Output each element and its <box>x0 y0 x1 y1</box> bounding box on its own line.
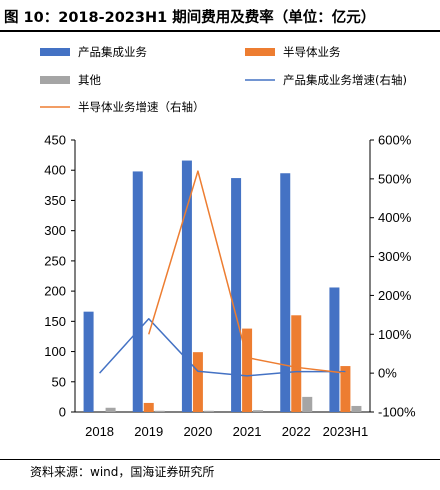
bar-s0-5 <box>329 287 340 412</box>
bar-s0-2 <box>181 160 192 412</box>
category-label-1: 2019 <box>134 424 163 439</box>
legend-swatch-1 <box>245 48 275 56</box>
right-tick-label-4: 300% <box>378 249 412 264</box>
title-divider <box>0 30 440 32</box>
legend-label-0: 产品集成业务 <box>78 45 147 59</box>
line-series-3 <box>99 317 346 377</box>
legend-swatch-2 <box>40 76 70 84</box>
figure-title: 图 10：2018-2023H1 期间费用及费率（单位：亿元） <box>4 10 376 26</box>
left-tick-label-8: 400 <box>44 163 66 178</box>
category-label-3: 2021 <box>233 424 262 439</box>
bar-s2-2 <box>203 410 214 412</box>
bar-s0-3 <box>231 178 242 412</box>
bar-s1-3 <box>242 328 253 412</box>
left-tick-label-1: 50 <box>52 374 66 389</box>
legend-label-4: 半导体业务增速（右轴） <box>78 100 205 114</box>
left-tick-label-4: 200 <box>44 284 66 299</box>
left-tick-label-7: 350 <box>44 193 66 208</box>
category-label-0: 2018 <box>85 424 114 439</box>
legend-label-2: 其他 <box>78 73 101 87</box>
right-tick-label-1: 0% <box>378 366 397 381</box>
right-tick-label-6: 500% <box>378 171 412 186</box>
line-series-4 <box>148 170 346 374</box>
bar-s0-4 <box>280 173 291 412</box>
bar-s2-3 <box>253 410 264 412</box>
left-tick-label-0: 0 <box>59 405 66 420</box>
left-tick-label-2: 100 <box>44 344 66 359</box>
left-tick-label-9: 450 <box>44 133 66 148</box>
bar-s2-0 <box>105 407 116 412</box>
bar-s1-2 <box>192 352 203 412</box>
legend-label-3: 产品集成业务增速(右轴) <box>283 73 407 87</box>
source-note: 资料来源：wind，国海证券研究所 <box>30 465 215 479</box>
bar-s1-4 <box>291 315 302 412</box>
left-tick-label-5: 250 <box>44 253 66 268</box>
left-tick-label-6: 300 <box>44 223 66 238</box>
right-tick-label-5: 400% <box>378 210 412 225</box>
right-tick-label-3: 200% <box>378 288 412 303</box>
bar-s1-5 <box>340 366 351 412</box>
legend-label-1: 半导体业务 <box>283 45 341 59</box>
bar-s0-0 <box>83 311 94 412</box>
bar-s2-4 <box>302 396 313 412</box>
category-label-4: 2022 <box>282 424 311 439</box>
category-label-2: 2020 <box>183 424 212 439</box>
source-divider <box>0 459 440 460</box>
bar-s1-1 <box>143 402 154 412</box>
left-tick-label-3: 150 <box>44 314 66 329</box>
bar-s0-1 <box>132 171 143 412</box>
category-label-5: 2023H1 <box>323 424 369 439</box>
legend-swatch-0 <box>40 48 70 56</box>
bar-s2-1 <box>154 410 165 412</box>
right-tick-label-0: -100% <box>378 405 416 420</box>
right-tick-label-2: 100% <box>378 327 412 342</box>
bar-s2-5 <box>351 405 362 412</box>
right-tick-label-7: 600% <box>378 133 412 148</box>
